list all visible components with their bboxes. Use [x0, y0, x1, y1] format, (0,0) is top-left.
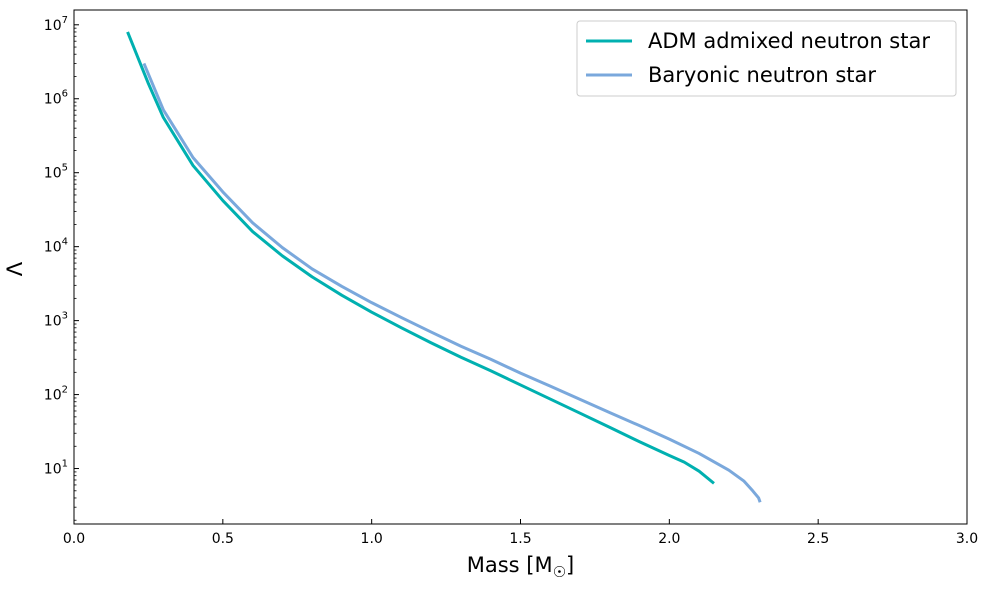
y-axis-ticks: 101 102 103 104 105 106 107: [44, 15, 79, 521]
series-layer: [126, 31, 762, 503]
x-tick-label: 1.5: [509, 531, 531, 547]
x-tick-label: 0.5: [212, 531, 234, 547]
series-line-baryonic: [142, 62, 762, 503]
y-tick-label: 102: [44, 385, 68, 404]
x-tick-label: 2.0: [658, 531, 680, 547]
legend-label-baryonic: Baryonic neutron star: [648, 63, 876, 87]
x-tick-label: 3.0: [956, 531, 978, 547]
series-line-adm: [126, 31, 715, 485]
x-axis-title: Mass [M☉]: [467, 553, 575, 581]
y-tick-label: 106: [44, 89, 68, 108]
y-tick-label: 105: [44, 163, 68, 182]
x-tick-label: 0.0: [63, 531, 85, 547]
legend-label-adm: ADM admixed neutron star: [648, 29, 930, 53]
x-tick-label: 2.5: [807, 531, 829, 547]
x-axis-title-text: Mass [M: [467, 553, 553, 577]
y-tick-label: 103: [44, 311, 68, 330]
x-axis-title-end: ]: [566, 553, 574, 577]
y-axis-title: Λ: [3, 261, 27, 276]
legend-box: [576, 20, 957, 97]
x-tick-label: 1.0: [361, 531, 383, 547]
x-axis-title-sub: ☉: [553, 563, 566, 581]
y-tick-label: 101: [44, 459, 68, 478]
legend: ADM admixed neutron star Baryonic neutro…: [576, 20, 957, 97]
x-axis-ticks: 0.0 0.5 1.0 1.5 2.0 2.5 3.0: [63, 519, 978, 547]
y-tick-label: 104: [44, 237, 68, 256]
y-tick-label: 107: [44, 15, 68, 34]
